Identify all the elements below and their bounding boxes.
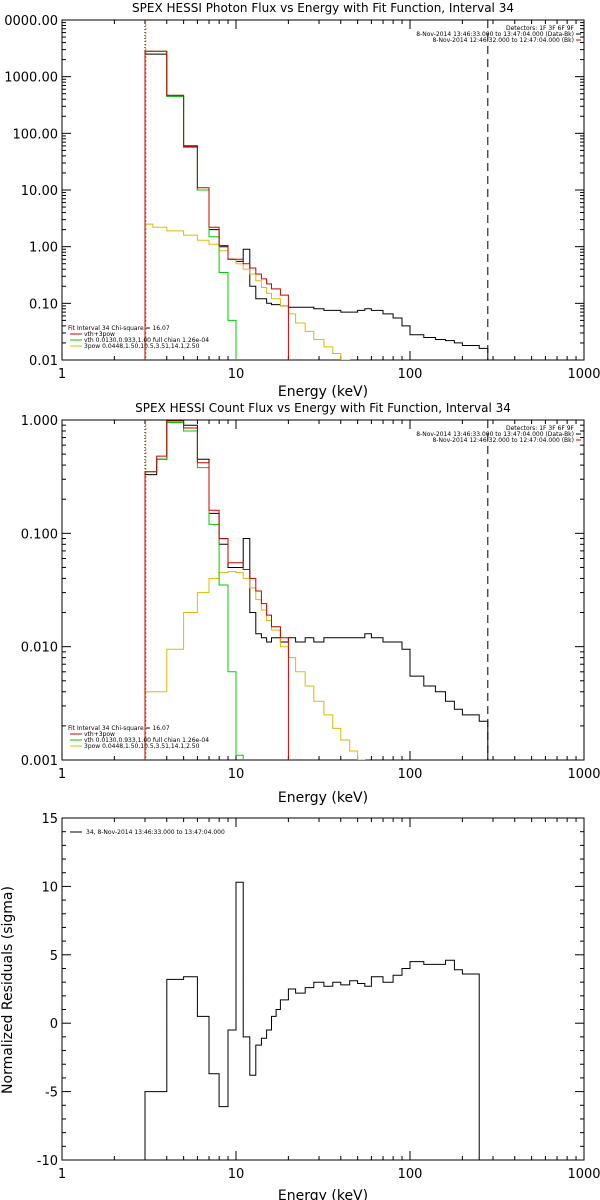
- legend-bottom-left-text: Fit Interval 34 Chi-square = 16.07: [68, 325, 170, 332]
- plot-frame: [61, 419, 585, 761]
- residuals-panel: Energy (keV) Normalized Residuals (sigma…: [0, 812, 600, 1200]
- count-flux-title: SPEX HESSI Count Flux vs Energy with Fit…: [135, 401, 511, 415]
- y-tick-label: 100.00: [13, 127, 59, 142]
- count-flux-panel: SPEX HESSI Count Flux vs Energy with Fit…: [21, 401, 600, 806]
- y-tick-label: 0.001: [21, 754, 58, 769]
- residuals-ylabel: Normalized Residuals (sigma): [0, 886, 16, 1094]
- y-tick-label: 10.00: [21, 184, 58, 199]
- plot-frame: [61, 817, 585, 1161]
- x-tick-label: 100: [398, 767, 423, 782]
- x-tick-label: 1: [58, 767, 66, 782]
- photon-flux-panel: SPEX HESSI Photon Flux vs Energy with Fi…: [4, 1, 600, 400]
- legend-top-right-text: 8-Nov-2014 12:46:32.000 to 12:47:04.000 …: [432, 437, 574, 444]
- x-tick-label: 1: [58, 1167, 66, 1182]
- y-tick-label: 0.10: [29, 297, 58, 312]
- y-tick-label: 1000.00: [4, 71, 58, 86]
- legend-bottom-left-text: Fit Interval 34 Chi-square = 16.07: [68, 725, 170, 732]
- series-vth: [144, 422, 244, 760]
- legend-bottom-left-text: vth 0.0130,0.933,1.00 full chian 1.26e-0…: [84, 737, 209, 744]
- y-tick-label: -10: [37, 1154, 58, 1169]
- series-data-bk: [144, 53, 489, 360]
- x-tick-label: 10: [228, 1167, 245, 1182]
- y-tick-label: 0: [50, 1017, 58, 1032]
- legend-bottom-left-text: vth+3pow: [84, 331, 115, 338]
- legend-top-right-text: 8-Nov-2014 13:46:33.000 to 13:47:04.000 …: [416, 31, 574, 38]
- y-tick-label: 15: [41, 812, 58, 827]
- x-tick-label: 10: [228, 767, 245, 782]
- legend-bottom-left-text: vth+3pow: [84, 731, 115, 738]
- legend-bottom-left-text: 3pow 0.0448,1.50,10.5,3.51,14.1,2.50: [84, 343, 200, 350]
- series-vth-3pow: [144, 420, 289, 760]
- x-tick-label: 100: [398, 367, 423, 382]
- x-tick-label: 100: [398, 1167, 423, 1182]
- x-tick-label: 1: [58, 367, 66, 382]
- y-tick-label: 0000.00: [4, 14, 58, 29]
- legend-top-right-text: Detectors: 1F 3F 6F 9F: [506, 25, 575, 32]
- legend-top-right-text: 8-Nov-2014 12:46:32.000 to 12:47:04.000 …: [432, 37, 574, 44]
- series-3pow: [144, 223, 351, 360]
- series-3pow: [144, 571, 366, 760]
- legend-top-left-text: 34, 8-Nov-2014 13:46:33.000 to 13:47:04.…: [86, 829, 225, 836]
- legend-bottom-left-text: vth 0.0130,0.933,1.00 full chian 1.26e-0…: [84, 337, 209, 344]
- legend-top-right-text: Detectors: 1F 3F 6F 9F: [506, 425, 575, 432]
- photon-flux-title: SPEX HESSI Photon Flux vs Energy with Fi…: [132, 1, 514, 15]
- y-tick-label: 0.010: [21, 641, 58, 656]
- y-tick-label: -5: [45, 1086, 58, 1101]
- x-tick-label: 1000: [567, 767, 600, 782]
- series-residuals: [144, 881, 480, 1160]
- count-flux-xlabel: Energy (keV): [278, 790, 368, 806]
- y-tick-label: 0.100: [21, 527, 58, 542]
- legend-bottom-left-text: 3pow 0.0448,1.50,10.5,3.51,14.1,2.50: [84, 743, 200, 750]
- y-tick-label: 1.000: [21, 414, 58, 429]
- x-tick-label: 1000: [567, 367, 600, 382]
- photon-flux-xlabel: Energy (keV): [278, 384, 368, 400]
- y-tick-label: 10: [41, 880, 58, 895]
- series-vth-3pow: [144, 50, 289, 360]
- x-tick-label: 1000: [567, 1167, 600, 1182]
- y-tick-label: 5: [50, 949, 58, 964]
- series-data-bk: [144, 422, 489, 760]
- legend-top-right-text: 8-Nov-2014 13:46:33.000 to 13:47:04.000 …: [416, 431, 574, 438]
- y-tick-label: 0.01: [29, 354, 58, 369]
- x-tick-label: 10: [228, 367, 245, 382]
- y-tick-label: 1.00: [29, 241, 58, 256]
- residuals-xlabel: Energy (keV): [278, 1188, 368, 1200]
